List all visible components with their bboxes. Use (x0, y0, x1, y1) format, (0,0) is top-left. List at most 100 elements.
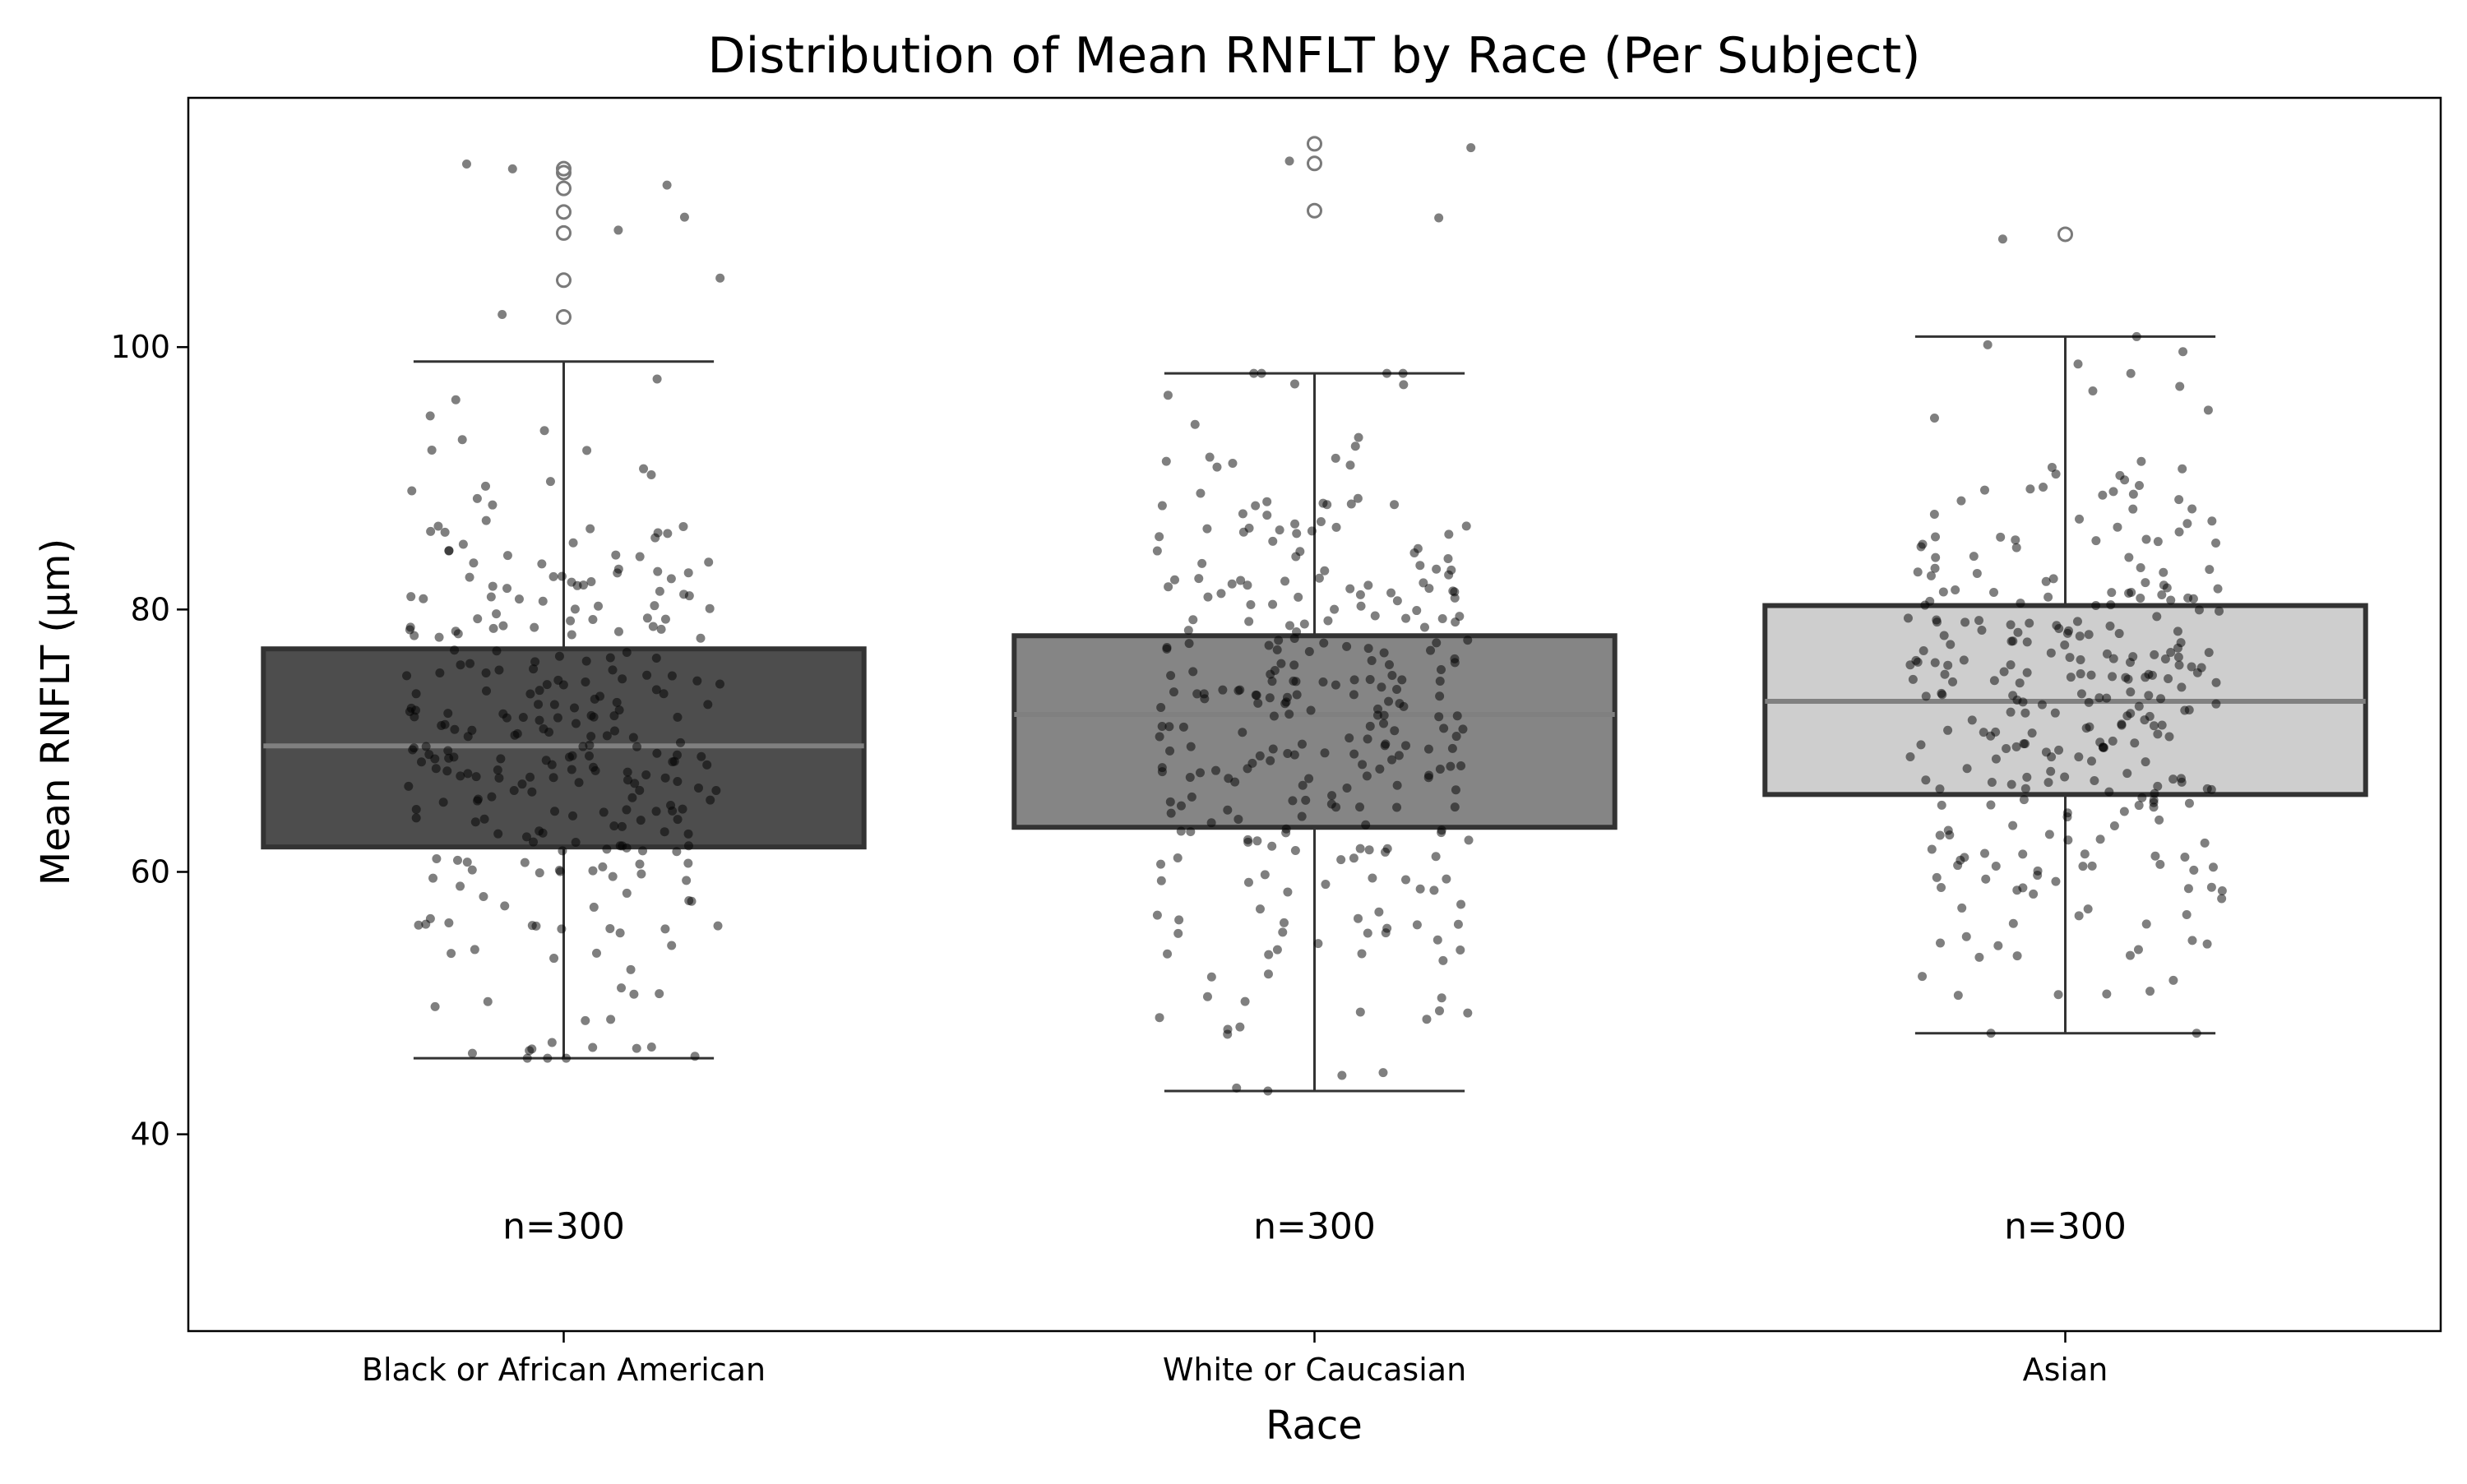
data-point (1246, 600, 1256, 610)
data-point (550, 807, 560, 816)
data-point (1264, 950, 1274, 959)
data-point (1240, 996, 1250, 1006)
data-point (525, 1046, 535, 1056)
data-point (2053, 990, 2063, 1000)
data-point (2075, 631, 2085, 641)
data-point (1433, 935, 1442, 945)
data-point (1452, 711, 1462, 721)
data-point (599, 807, 609, 817)
data-point (2183, 884, 2193, 894)
data-point (2217, 894, 2227, 904)
data-point (1979, 485, 1989, 495)
data-point (1337, 1070, 1347, 1080)
data-point (1356, 601, 1366, 611)
data-point (693, 783, 703, 793)
data-point (2173, 652, 2183, 662)
data-point (440, 527, 450, 537)
data-point (1276, 659, 1286, 668)
data-point (2150, 650, 2159, 659)
data-point (1289, 676, 1298, 686)
data-point (2047, 752, 2057, 762)
data-point (1939, 631, 1949, 640)
data-point (1463, 1008, 1473, 1018)
data-point (554, 651, 564, 661)
data-point (1903, 613, 1913, 623)
data-point (2018, 849, 2028, 859)
data-point (2133, 945, 2143, 955)
data-point (2022, 668, 2032, 677)
data-point (494, 773, 504, 783)
data-point (1434, 213, 1444, 223)
data-point (1264, 640, 1274, 650)
data-point (692, 676, 702, 686)
data-point (1166, 808, 1176, 818)
data-point (1437, 993, 1446, 1003)
data-point (2011, 543, 2021, 552)
data-point (1365, 675, 1375, 685)
data-point (1355, 1007, 1365, 1017)
data-point (642, 613, 652, 623)
data-point (535, 868, 544, 878)
data-point (2136, 562, 2145, 572)
data-point (1152, 910, 1162, 920)
data-point (472, 493, 482, 503)
data-point (2060, 772, 2070, 782)
data-point (1355, 802, 1365, 812)
data-point (535, 686, 544, 696)
data-point (1921, 775, 1931, 785)
data-point (1227, 579, 1237, 589)
data-point (673, 712, 683, 722)
data-point (2166, 595, 2176, 605)
data-point (548, 571, 558, 581)
data-point (1161, 456, 1171, 466)
data-point (648, 622, 658, 631)
data-point (1957, 903, 1967, 913)
data-point (2062, 812, 2072, 822)
data-point (1379, 648, 1389, 658)
data-point (1304, 647, 1314, 657)
data-point (1349, 675, 1359, 685)
data-point (591, 948, 601, 958)
data-point (2122, 769, 2132, 779)
data-point (711, 786, 721, 796)
data-point (2159, 567, 2168, 577)
data-point (456, 660, 465, 670)
data-point (1989, 676, 1999, 686)
data-point (1294, 592, 1303, 602)
data-point (1363, 580, 1373, 590)
data-point (1327, 791, 1337, 801)
data-point (1284, 156, 1294, 166)
data-point (2076, 654, 2085, 664)
data-point (656, 624, 666, 634)
data-point (605, 923, 615, 933)
data-point (2087, 861, 2097, 871)
data-point (553, 675, 563, 685)
data-point (545, 477, 555, 487)
data-point (1444, 570, 1454, 580)
data-point (1291, 552, 1301, 562)
data-point (1993, 941, 2003, 950)
data-point (435, 668, 445, 678)
data-point (1918, 972, 1928, 982)
data-point (2025, 484, 2035, 494)
data-point (1354, 432, 1363, 442)
data-point (2173, 626, 2182, 636)
data-point (2141, 534, 2151, 544)
data-point (1184, 639, 1194, 649)
data-point (1156, 876, 1166, 885)
data-point (1235, 1022, 1245, 1032)
data-point (1999, 667, 2009, 677)
data-point (2204, 648, 2214, 658)
data-point (1362, 771, 1372, 781)
data-point (579, 580, 589, 590)
data-point (2114, 629, 2124, 639)
data-point (636, 869, 646, 879)
data-point (498, 621, 508, 631)
data-point (1280, 576, 1290, 586)
data-point (1432, 638, 1442, 648)
data-point (1268, 599, 1278, 609)
data-point (2126, 368, 2136, 378)
data-point (2153, 729, 2163, 739)
data-point (2122, 711, 2132, 721)
